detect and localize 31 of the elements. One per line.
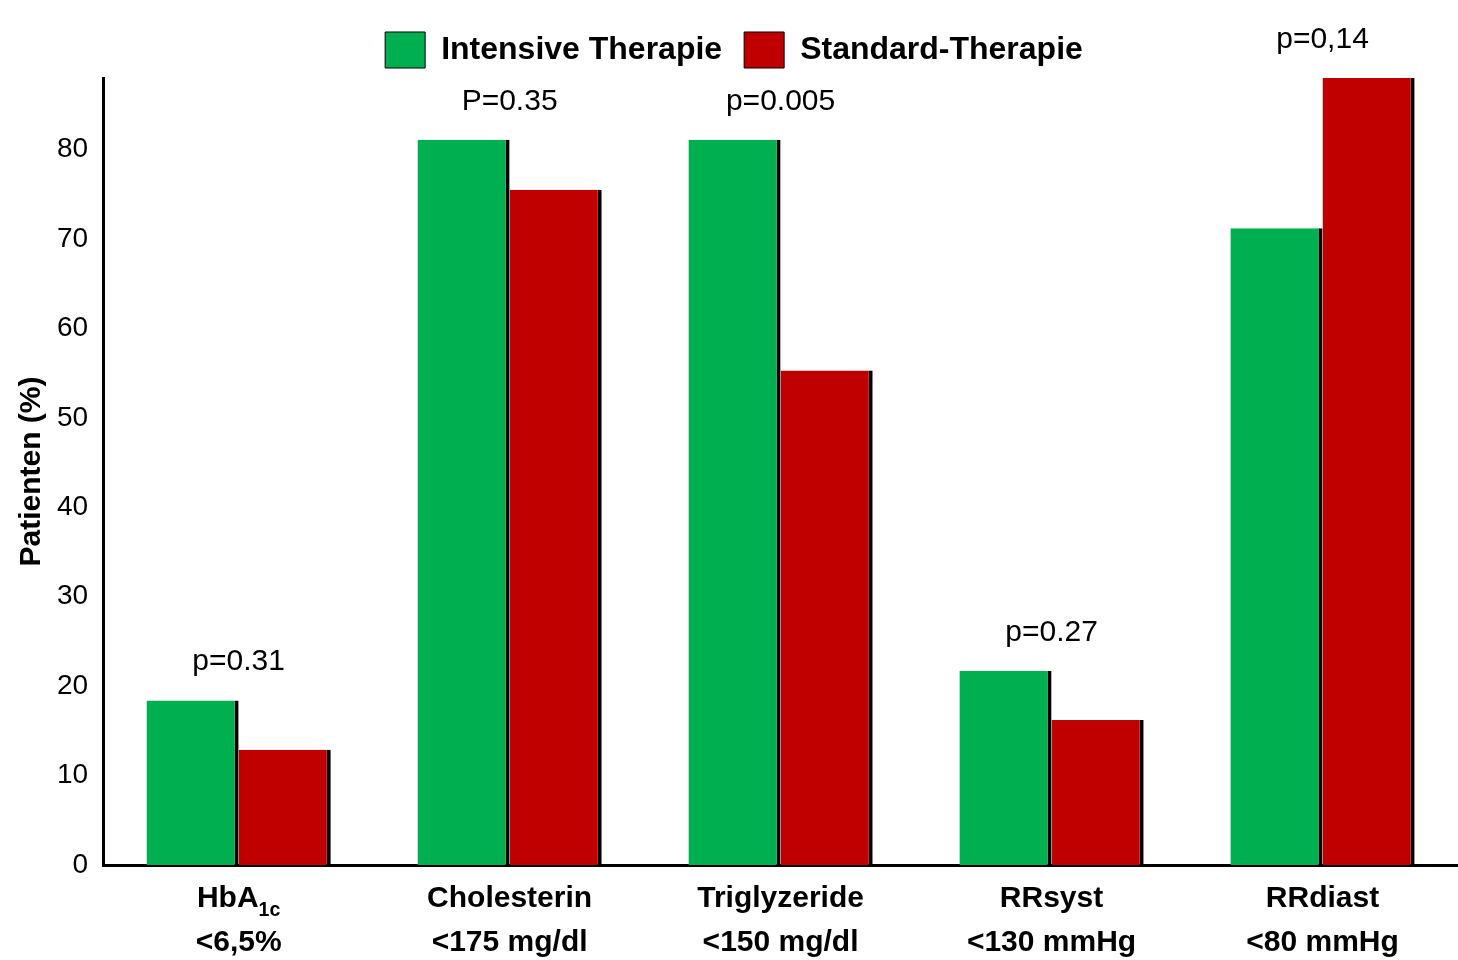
annotation: p=0.005 <box>725 82 836 116</box>
bar <box>688 139 777 865</box>
y-tick-label: 0 <box>72 847 89 879</box>
y-tick-label: 50 <box>56 400 89 432</box>
legend-label: Intensive Therapie <box>441 29 723 66</box>
y-tick-label: 10 <box>56 758 89 790</box>
y-tick-label: 20 <box>56 668 89 700</box>
y-tick-label: 60 <box>56 311 89 343</box>
y-axis-title: Patienten (%) <box>13 376 47 567</box>
y-tick-label: 40 <box>56 489 89 521</box>
bar <box>146 700 235 865</box>
y-tick-label: 30 <box>56 579 89 611</box>
x-tick-label: RRsyst <130 mmHg <box>966 880 1137 957</box>
annotation: P=0.35 <box>461 82 558 116</box>
text: p=0,14 <box>1276 21 1369 54</box>
bar <box>509 189 598 865</box>
x-tick-label: RRdiast <80 mmHg <box>1246 880 1399 957</box>
bar <box>959 670 1048 865</box>
annotation: p=0.31 <box>192 643 285 677</box>
bar <box>780 370 869 865</box>
y-tick-label: 80 <box>56 132 89 164</box>
y-tick-label: 70 <box>56 221 89 253</box>
annotation: p=0.27 <box>1005 613 1098 647</box>
bar <box>1322 78 1411 865</box>
bar <box>238 749 327 865</box>
bar <box>1230 228 1319 865</box>
bar <box>1051 720 1140 865</box>
x-tick-label: Cholesterin <175 mg/dl <box>427 880 593 957</box>
legend-label: Standard-Therapie <box>800 29 1083 66</box>
bar <box>417 139 506 865</box>
x-tick-label: Triglyzeride <150 mg/dl <box>697 880 864 957</box>
